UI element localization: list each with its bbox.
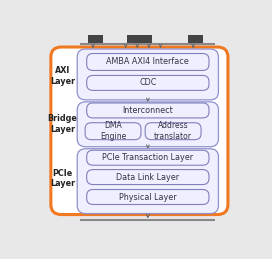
- Text: Bridge
Layer: Bridge Layer: [48, 114, 78, 134]
- FancyBboxPatch shape: [87, 54, 209, 70]
- FancyBboxPatch shape: [77, 149, 218, 214]
- FancyBboxPatch shape: [87, 150, 209, 165]
- FancyBboxPatch shape: [51, 47, 228, 214]
- FancyBboxPatch shape: [87, 170, 209, 185]
- Bar: [88, 35, 103, 44]
- FancyBboxPatch shape: [77, 102, 218, 147]
- Bar: [188, 35, 203, 44]
- FancyBboxPatch shape: [87, 75, 209, 90]
- Text: CDC: CDC: [139, 78, 156, 88]
- Text: DMA
Engine: DMA Engine: [100, 121, 126, 141]
- FancyBboxPatch shape: [87, 190, 209, 205]
- FancyBboxPatch shape: [77, 49, 218, 100]
- Text: PCIe Transaction Layer: PCIe Transaction Layer: [102, 153, 193, 162]
- Text: Physical Layer: Physical Layer: [119, 192, 177, 202]
- Text: AXI
Layer: AXI Layer: [50, 66, 75, 86]
- Text: PCIe
Layer: PCIe Layer: [50, 169, 75, 188]
- Text: Interconnect: Interconnect: [122, 106, 173, 115]
- FancyBboxPatch shape: [85, 123, 141, 140]
- FancyBboxPatch shape: [87, 103, 209, 118]
- Text: AMBA AXI4 Interface: AMBA AXI4 Interface: [106, 57, 189, 67]
- Text: Data Link Layer: Data Link Layer: [116, 172, 180, 182]
- FancyBboxPatch shape: [145, 123, 201, 140]
- Bar: [127, 35, 152, 44]
- Text: Address
translator: Address translator: [154, 121, 192, 141]
